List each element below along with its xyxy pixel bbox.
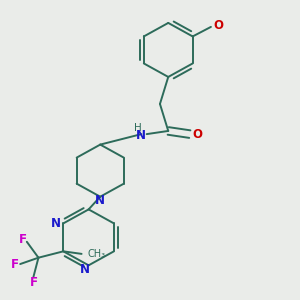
Text: N: N [136, 129, 146, 142]
Text: O: O [192, 128, 202, 141]
Text: H: H [134, 123, 142, 134]
Text: CH₃: CH₃ [88, 249, 106, 259]
Text: N: N [95, 194, 105, 207]
Text: N: N [80, 262, 90, 276]
Text: O: O [214, 20, 224, 32]
Text: F: F [19, 233, 27, 246]
Text: F: F [29, 276, 38, 289]
Text: N: N [51, 217, 61, 230]
Text: F: F [11, 257, 19, 271]
